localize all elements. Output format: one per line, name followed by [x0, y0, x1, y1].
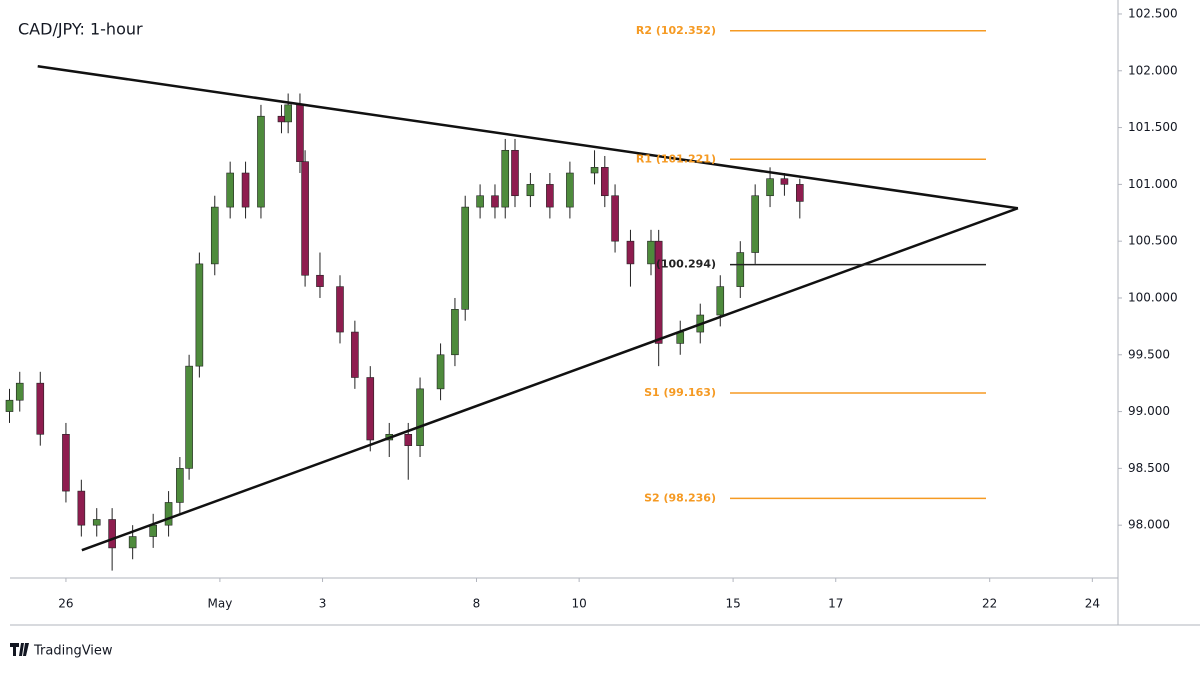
- candle-body: [176, 468, 184, 503]
- candle-body: [257, 115, 265, 208]
- candle-body: [149, 524, 157, 537]
- candle-body: [336, 286, 344, 333]
- level-label: S1 (99.163): [644, 386, 716, 399]
- candle-body: [654, 240, 663, 344]
- candle-body: [611, 195, 619, 242]
- x-tick-label: 15: [725, 597, 740, 611]
- candle-body: [751, 195, 759, 253]
- candle-body: [590, 167, 599, 174]
- level-label: R2 (102.352): [636, 24, 716, 37]
- candle-body: [796, 184, 804, 202]
- y-tick-label: 98.000: [1128, 518, 1170, 532]
- x-tick-label: 26: [58, 597, 73, 611]
- candle-body: [77, 490, 86, 526]
- candle-body: [491, 195, 499, 208]
- candle-body: [36, 382, 45, 435]
- candle-body: [128, 536, 137, 549]
- candle-body: [511, 149, 519, 197]
- candle-body: [195, 263, 204, 367]
- candle-body: [316, 274, 324, 287]
- y-tick-label: 99.000: [1128, 404, 1170, 418]
- candle-body: [15, 382, 24, 401]
- y-tick-label: 98.500: [1128, 461, 1170, 475]
- level-label: R1 (101.221): [636, 152, 716, 165]
- candle-body: [210, 206, 219, 265]
- candle-body: [716, 286, 725, 316]
- y-tick-label: 102.500: [1128, 6, 1178, 20]
- candle-body: [108, 519, 116, 549]
- candle-body: [566, 172, 574, 208]
- x-tick-label: 10: [571, 597, 586, 611]
- y-tick-label: 100.500: [1128, 234, 1178, 248]
- candle-body: [185, 365, 193, 469]
- candle-body: [404, 433, 413, 446]
- x-tick-label: 8: [473, 597, 481, 611]
- candle-body: [736, 252, 745, 287]
- candle-body: [351, 331, 359, 378]
- trendline: [37, 64, 1019, 210]
- candle-body: [461, 206, 470, 310]
- logo-icon: [10, 643, 29, 656]
- candle-body: [241, 172, 250, 208]
- candle-body: [226, 172, 234, 208]
- candle-body: [626, 240, 635, 265]
- candle-body: [92, 519, 101, 526]
- candle-body: [546, 184, 554, 208]
- candle-body: [647, 240, 655, 265]
- x-tick-label: May: [207, 597, 232, 611]
- candle-body: [780, 178, 789, 185]
- x-tick-label: 22: [982, 597, 997, 611]
- y-tick-label: 101.000: [1128, 177, 1178, 191]
- level-label: S2 (98.236): [644, 491, 716, 504]
- candle-body: [501, 149, 510, 208]
- candle-body: [296, 104, 304, 162]
- candle-body: [5, 399, 14, 412]
- y-tick-label: 100.000: [1128, 290, 1178, 304]
- candle-body: [476, 195, 484, 208]
- candle-body: [416, 388, 424, 446]
- y-tick-label: 102.000: [1128, 63, 1178, 77]
- candle-body: [766, 178, 774, 197]
- candle-body: [526, 184, 535, 197]
- x-tick-label: 24: [1085, 597, 1100, 611]
- candle-body: [62, 433, 70, 492]
- x-tick-label: 17: [828, 597, 843, 611]
- candle-body: [600, 167, 609, 197]
- candle-body: [301, 161, 309, 276]
- level-label: (100.294): [656, 258, 716, 271]
- candle-body: [284, 104, 292, 123]
- y-tick-label: 99.500: [1128, 347, 1170, 361]
- brand-name: TradingView: [33, 644, 113, 659]
- candle-body: [277, 115, 286, 123]
- brand-logo: TradingView: [10, 643, 113, 659]
- x-tick-label: 3: [319, 597, 327, 611]
- chart-title: CAD/JPY: 1-hour: [18, 20, 143, 39]
- y-tick-label: 101.500: [1128, 120, 1178, 134]
- candle-body: [164, 502, 173, 526]
- candle-body: [451, 309, 459, 356]
- candle-body: [366, 377, 375, 441]
- candle-body: [436, 354, 445, 390]
